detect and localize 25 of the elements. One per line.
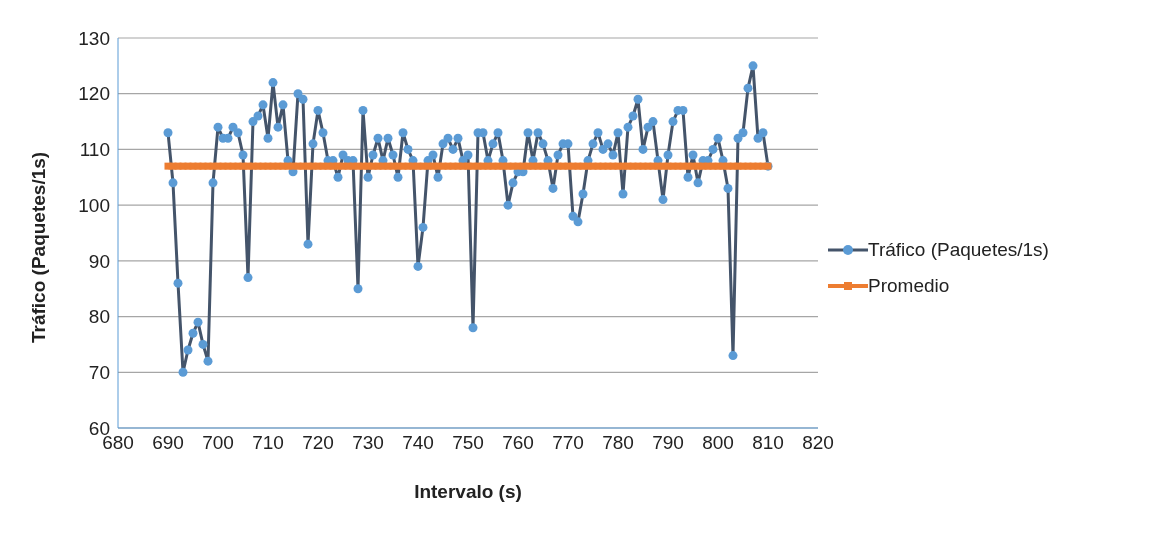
y-tick-label: 100: [78, 194, 110, 216]
y-tick-label: 80: [88, 306, 110, 328]
x-tick-label: 690: [152, 432, 184, 454]
x-tick-label: 800: [702, 432, 734, 454]
x-tick-label: 820: [802, 432, 834, 454]
x-tick-label: 780: [602, 432, 634, 454]
y-tick-label: 120: [78, 83, 110, 105]
legend-label: Promedio: [868, 275, 950, 297]
x-tick-label: 730: [352, 432, 384, 454]
x-axis-title: Intervalo (s): [414, 481, 522, 502]
x-tick-label: 810: [752, 432, 784, 454]
x-tick-label: 720: [302, 432, 334, 454]
y-tick-label: 70: [88, 362, 110, 384]
y-tick-label: 90: [88, 250, 110, 272]
x-tick-label: 740: [402, 432, 434, 454]
y-tick-label: 130: [78, 27, 110, 49]
legend-label: Tráfico (Paquetes/1s): [868, 239, 1049, 261]
x-tick-label: 700: [202, 432, 234, 454]
x-tick-label: 760: [502, 432, 534, 454]
x-tick-label: 770: [552, 432, 584, 454]
y-axis-title: Tráfico (Paquetes/1s): [27, 151, 49, 343]
y-tick-label: 110: [79, 139, 110, 161]
x-tick-label: 750: [452, 432, 484, 454]
x-tick-label: 710: [252, 432, 284, 454]
x-tick-label: 790: [652, 432, 684, 454]
